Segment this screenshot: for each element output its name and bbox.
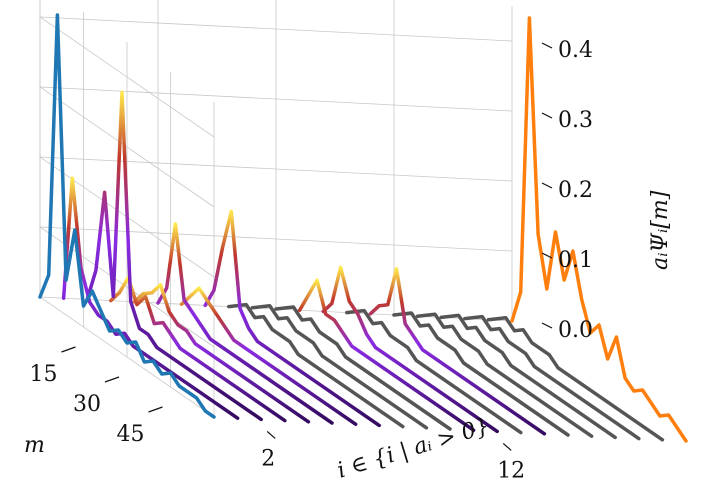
- series-line-i1: [61, 176, 240, 420]
- ticks: 15 30 45 2 12 0.0 0.1 0.2 0.3 0.4: [30, 38, 594, 483]
- m-tick-label-15: 15: [30, 362, 58, 387]
- series-line-i8: [227, 302, 405, 429]
- series-line-i19: [486, 316, 665, 442]
- grid: [38, 0, 513, 418]
- series-line-i9: [250, 304, 429, 430]
- series-line-i0: [38, 13, 216, 419]
- z-tick-label-0.1: 0.1: [558, 248, 593, 273]
- m-tick-mark-30: [104, 376, 120, 383]
- series-line-i13: [345, 308, 523, 435]
- series-line-i6: [179, 286, 358, 426]
- series-line-i17: [439, 313, 617, 440]
- series-line-i5: [156, 222, 334, 425]
- series-line-i4: [132, 283, 311, 424]
- i-tick-label-2: 2: [261, 446, 275, 471]
- z-tick-mark-0.3: [541, 112, 553, 119]
- series-line-i3: [109, 275, 287, 423]
- series-line-i15: [392, 311, 570, 437]
- series-line-i2: [85, 90, 263, 422]
- z-tick-mark-0.1: [541, 252, 553, 259]
- i-axis-label: i ∈ {i | aᵢ > 0}: [334, 414, 492, 484]
- z-tick-mark-0.0: [541, 322, 553, 329]
- series-line-i7: [203, 209, 381, 428]
- z-tick-mark-0.4: [541, 42, 553, 49]
- series-line-i20: [510, 16, 688, 443]
- series-line-i11: [297, 278, 476, 432]
- i-tick-mark-2: [266, 430, 276, 439]
- z-axis-label: aᵢΨᵢ[m]: [648, 190, 673, 270]
- z-tick-label-0.0: 0.0: [558, 318, 593, 343]
- z-tick-mark-0.2: [541, 182, 553, 189]
- series-line-i16: [415, 312, 594, 438]
- i-tick-label-12: 12: [497, 458, 525, 483]
- m-tick-label-45: 45: [117, 422, 145, 447]
- series-line-i10: [274, 305, 452, 431]
- z-tick-label-0.4: 0.4: [558, 38, 593, 63]
- series-group: [38, 13, 688, 443]
- m-tick-mark-15: [61, 346, 76, 353]
- series-line-i14: [368, 267, 547, 436]
- series-line-i18: [463, 314, 641, 441]
- m-axis-label: m: [24, 433, 45, 458]
- series-line-i12: [321, 265, 499, 434]
- z-tick-label-0.3: 0.3: [558, 108, 593, 133]
- i-tick-mark-12: [502, 442, 512, 451]
- m-tick-mark-45: [148, 406, 163, 413]
- m-tick-label-30: 30: [73, 392, 101, 417]
- z-tick-label-0.2: 0.2: [558, 178, 593, 203]
